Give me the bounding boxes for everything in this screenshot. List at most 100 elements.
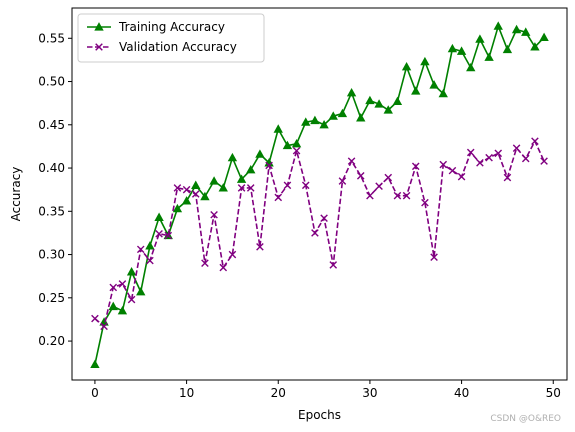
data-point-training	[218, 183, 228, 192]
data-point-validation	[219, 263, 228, 272]
series-line-validation	[94, 139, 545, 328]
data-point-validation	[402, 191, 411, 200]
data-point-training	[236, 174, 247, 183]
data-point-validation	[384, 173, 393, 182]
data-point-validation	[512, 144, 521, 152]
data-point-training	[420, 56, 430, 66]
legend-label-validation: Validation Accuracy	[119, 40, 237, 54]
data-point-training	[521, 27, 531, 36]
plot-frame	[71, 7, 568, 381]
x-axis-label: Epochs	[298, 408, 341, 422]
legend-marker-training	[94, 22, 104, 31]
data-point-training	[337, 108, 348, 118]
data-point-validation	[246, 184, 255, 192]
series-training	[90, 21, 549, 369]
data-point-validation	[485, 153, 493, 162]
series-validation	[91, 137, 548, 331]
data-point-validation	[356, 172, 365, 180]
axis-layer: 0 10 20 30 40 50 0.20 0.25 0.30 0.35 0.40 0.45 0.50 0…	[38, 31, 561, 400]
data-point-validation	[393, 191, 402, 200]
data-point-training	[117, 305, 128, 315]
data-point-validation	[136, 245, 145, 254]
y-tick-label: 0.55	[38, 31, 65, 45]
data-point-validation	[457, 172, 466, 181]
data-point-training	[456, 46, 467, 55]
data-point-validation	[265, 161, 273, 170]
y-tick-label: 0.30	[38, 248, 65, 262]
legend-entry-training: Training Accuracy	[87, 20, 225, 34]
data-point-validation	[91, 314, 99, 323]
data-point-validation	[411, 162, 420, 171]
data-point-validation	[155, 230, 163, 238]
y-axis-label: Accuracy	[9, 167, 23, 222]
x-tick-label: 10	[179, 386, 194, 400]
data-point-training	[319, 119, 329, 129]
data-point-validation	[256, 242, 264, 251]
data-point-training	[475, 34, 485, 43]
data-point-training	[447, 43, 458, 53]
y-tick-label: 0.20	[38, 334, 65, 348]
data-point-validation	[338, 177, 347, 185]
data-point-training	[401, 62, 412, 71]
data-point-validation	[237, 184, 246, 192]
data-point-validation	[503, 173, 512, 182]
data-point-validation	[100, 322, 108, 331]
data-point-validation	[476, 159, 484, 167]
series-layer	[90, 21, 549, 369]
data-point-validation	[311, 229, 319, 237]
legend-entry-validation: Validation Accuracy	[87, 40, 237, 54]
data-point-training	[429, 80, 439, 89]
data-point-validation	[421, 198, 429, 207]
data-point-training	[539, 32, 549, 42]
data-point-validation	[430, 253, 438, 261]
data-point-training	[346, 87, 357, 97]
data-point-training	[365, 95, 375, 105]
data-point-validation	[292, 146, 301, 155]
data-point-validation	[228, 250, 237, 259]
data-point-training	[172, 203, 183, 213]
data-point-training	[356, 113, 366, 122]
data-point-validation	[191, 190, 200, 198]
data-point-training	[90, 359, 100, 369]
data-point-training	[246, 164, 256, 174]
data-point-validation	[146, 256, 154, 265]
data-point-training	[126, 267, 137, 276]
data-point-training	[191, 180, 201, 189]
y-tick-label: 0.40	[38, 161, 65, 175]
data-point-validation	[521, 154, 530, 163]
data-point-training	[282, 140, 293, 150]
data-point-validation	[494, 149, 503, 158]
data-point-validation	[109, 283, 118, 292]
data-point-training	[145, 241, 155, 250]
data-point-training	[301, 117, 311, 126]
data-point-validation	[118, 280, 127, 288]
data-point-training	[502, 44, 513, 54]
data-point-training	[136, 286, 146, 296]
data-point-validation	[540, 157, 548, 165]
series-line-training	[94, 23, 545, 365]
x-tick-label: 40	[454, 386, 469, 400]
data-point-training	[291, 138, 302, 148]
data-point-training	[108, 301, 118, 311]
x-tick-label: 20	[271, 386, 286, 400]
data-point-training	[392, 96, 403, 106]
data-point-validation	[164, 231, 173, 240]
data-point-validation	[531, 137, 539, 146]
data-point-validation	[466, 148, 475, 157]
data-point-training	[200, 191, 210, 201]
data-point-validation	[329, 261, 338, 269]
data-point-training	[374, 99, 384, 108]
data-point-training	[181, 196, 192, 205]
data-point-validation	[283, 181, 292, 190]
data-point-validation	[375, 182, 383, 191]
legend-marker-validation	[95, 43, 103, 51]
data-point-validation	[201, 259, 209, 268]
data-point-training	[411, 86, 421, 95]
data-point-training	[273, 124, 283, 133]
data-point-training	[383, 105, 393, 114]
data-point-training	[255, 149, 265, 158]
x-tick-label: 0	[91, 386, 99, 400]
data-point-validation	[448, 166, 457, 175]
data-point-validation	[182, 185, 191, 194]
